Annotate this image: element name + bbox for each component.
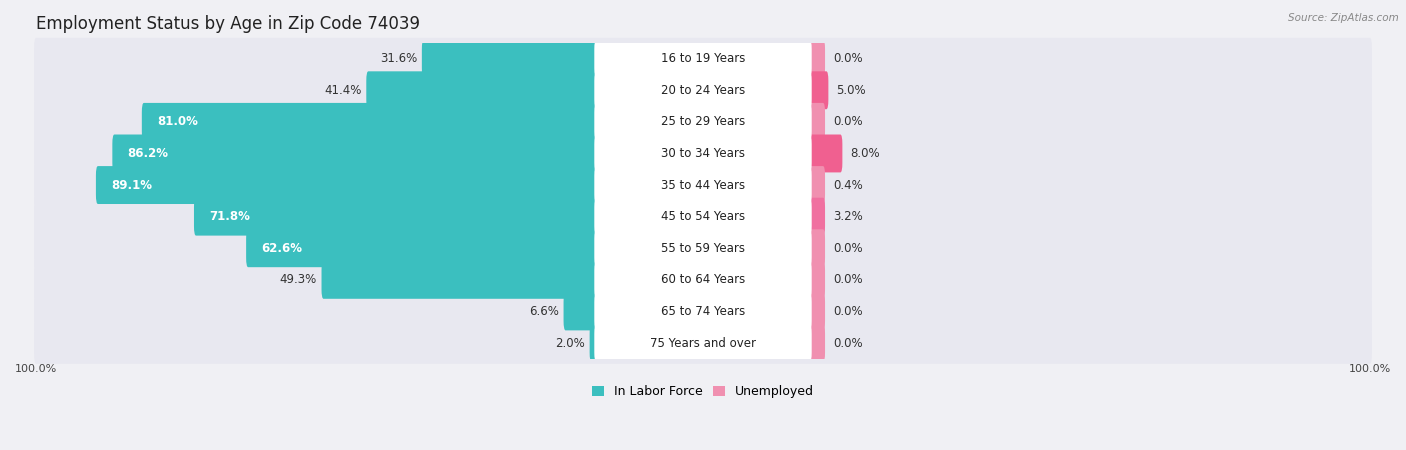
FancyBboxPatch shape — [34, 164, 1372, 206]
FancyBboxPatch shape — [246, 230, 605, 267]
FancyBboxPatch shape — [595, 71, 811, 109]
Text: 0.0%: 0.0% — [832, 242, 863, 255]
FancyBboxPatch shape — [34, 227, 1372, 269]
Text: 31.6%: 31.6% — [380, 52, 418, 65]
Text: 20 to 24 Years: 20 to 24 Years — [661, 84, 745, 97]
Text: 3.2%: 3.2% — [832, 210, 863, 223]
FancyBboxPatch shape — [194, 198, 605, 236]
Text: 55 to 59 Years: 55 to 59 Years — [661, 242, 745, 255]
FancyBboxPatch shape — [34, 101, 1372, 143]
Text: 81.0%: 81.0% — [157, 115, 198, 128]
FancyBboxPatch shape — [801, 261, 825, 299]
FancyBboxPatch shape — [142, 103, 605, 141]
Text: Employment Status by Age in Zip Code 74039: Employment Status by Age in Zip Code 740… — [37, 15, 420, 33]
FancyBboxPatch shape — [34, 322, 1372, 364]
FancyBboxPatch shape — [34, 259, 1372, 301]
FancyBboxPatch shape — [801, 135, 842, 172]
Text: Source: ZipAtlas.com: Source: ZipAtlas.com — [1288, 13, 1399, 22]
Text: 16 to 19 Years: 16 to 19 Years — [661, 52, 745, 65]
FancyBboxPatch shape — [322, 261, 605, 299]
FancyBboxPatch shape — [801, 292, 825, 330]
FancyBboxPatch shape — [801, 40, 825, 78]
Text: 0.0%: 0.0% — [832, 52, 863, 65]
FancyBboxPatch shape — [595, 261, 811, 299]
FancyBboxPatch shape — [367, 71, 605, 109]
FancyBboxPatch shape — [96, 166, 605, 204]
FancyBboxPatch shape — [595, 103, 811, 141]
FancyBboxPatch shape — [595, 198, 811, 236]
Legend: In Labor Force, Unemployed: In Labor Force, Unemployed — [586, 380, 820, 403]
FancyBboxPatch shape — [595, 230, 811, 267]
Text: 6.6%: 6.6% — [529, 305, 560, 318]
FancyBboxPatch shape — [595, 292, 811, 330]
FancyBboxPatch shape — [801, 198, 825, 236]
Text: 2.0%: 2.0% — [555, 337, 585, 350]
FancyBboxPatch shape — [801, 166, 825, 204]
FancyBboxPatch shape — [801, 103, 825, 141]
FancyBboxPatch shape — [34, 69, 1372, 111]
FancyBboxPatch shape — [589, 324, 605, 362]
FancyBboxPatch shape — [801, 324, 825, 362]
Text: 35 to 44 Years: 35 to 44 Years — [661, 179, 745, 192]
FancyBboxPatch shape — [595, 135, 811, 172]
FancyBboxPatch shape — [595, 166, 811, 204]
Text: 60 to 64 Years: 60 to 64 Years — [661, 273, 745, 286]
FancyBboxPatch shape — [564, 292, 605, 330]
Text: 0.0%: 0.0% — [832, 273, 863, 286]
Text: 75 Years and over: 75 Years and over — [650, 337, 756, 350]
FancyBboxPatch shape — [801, 71, 828, 109]
Text: 49.3%: 49.3% — [280, 273, 316, 286]
FancyBboxPatch shape — [34, 133, 1372, 174]
Text: 0.4%: 0.4% — [832, 179, 863, 192]
FancyBboxPatch shape — [34, 291, 1372, 332]
FancyBboxPatch shape — [422, 40, 605, 78]
Text: 65 to 74 Years: 65 to 74 Years — [661, 305, 745, 318]
Text: 0.0%: 0.0% — [832, 115, 863, 128]
Text: 86.2%: 86.2% — [128, 147, 169, 160]
FancyBboxPatch shape — [112, 135, 605, 172]
Text: 0.0%: 0.0% — [832, 337, 863, 350]
FancyBboxPatch shape — [34, 196, 1372, 238]
Text: 62.6%: 62.6% — [262, 242, 302, 255]
Text: 25 to 29 Years: 25 to 29 Years — [661, 115, 745, 128]
Text: 8.0%: 8.0% — [851, 147, 880, 160]
Text: 0.0%: 0.0% — [832, 305, 863, 318]
FancyBboxPatch shape — [801, 230, 825, 267]
Text: 5.0%: 5.0% — [837, 84, 866, 97]
Text: 41.4%: 41.4% — [325, 84, 361, 97]
Text: 71.8%: 71.8% — [209, 210, 250, 223]
Text: 30 to 34 Years: 30 to 34 Years — [661, 147, 745, 160]
FancyBboxPatch shape — [595, 324, 811, 362]
Text: 45 to 54 Years: 45 to 54 Years — [661, 210, 745, 223]
Text: 89.1%: 89.1% — [111, 179, 152, 192]
FancyBboxPatch shape — [34, 38, 1372, 80]
FancyBboxPatch shape — [595, 40, 811, 78]
